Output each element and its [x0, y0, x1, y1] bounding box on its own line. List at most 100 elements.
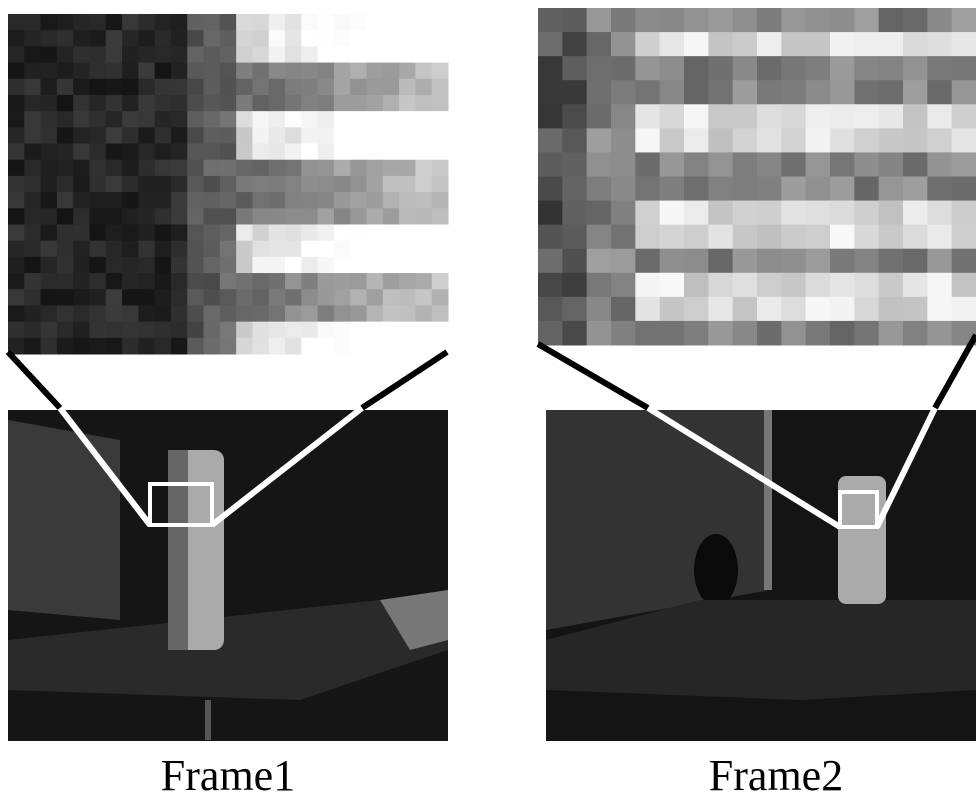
pixel	[538, 104, 563, 129]
pixel	[285, 127, 302, 144]
pixel	[171, 289, 188, 306]
pixel	[781, 249, 806, 274]
pixel	[367, 338, 384, 355]
pixel	[367, 224, 384, 241]
pixel	[252, 338, 269, 355]
pixel	[89, 224, 106, 241]
pixel	[854, 8, 879, 33]
pixel	[269, 224, 286, 241]
pixel	[122, 224, 139, 241]
pixel	[635, 177, 660, 202]
pixel	[106, 144, 123, 161]
pixel	[587, 225, 612, 250]
pixel	[57, 144, 74, 161]
pixel	[399, 111, 416, 128]
pixel	[399, 176, 416, 193]
pixel	[367, 160, 384, 177]
pixel	[830, 104, 855, 129]
pixel	[903, 249, 928, 274]
pixel	[879, 8, 904, 33]
pixel	[318, 322, 335, 339]
pixel	[106, 176, 123, 193]
pixel	[24, 46, 41, 63]
zoom-image-2	[538, 8, 976, 346]
pixel	[204, 338, 221, 355]
pixel	[367, 79, 384, 96]
pixel	[367, 176, 384, 193]
pixel	[171, 176, 188, 193]
pixel	[89, 46, 106, 63]
pixel	[587, 80, 612, 105]
pixel	[285, 322, 302, 339]
pixel	[733, 56, 758, 81]
pixel	[57, 176, 74, 193]
pixel	[432, 273, 449, 290]
pixel	[733, 32, 758, 57]
pixel	[415, 95, 432, 112]
pixel	[89, 338, 106, 355]
pixel	[138, 160, 155, 177]
pixel	[903, 201, 928, 226]
pixel	[204, 305, 221, 322]
pixel	[236, 257, 253, 274]
pixel	[57, 192, 74, 209]
pixel	[830, 321, 855, 346]
pixel	[854, 321, 879, 346]
pixel	[138, 30, 155, 47]
pixel	[57, 338, 74, 355]
pixel	[73, 30, 90, 47]
pixel	[830, 225, 855, 250]
pixel	[318, 208, 335, 225]
pixel	[879, 80, 904, 105]
pixel	[708, 32, 733, 57]
pixel	[334, 305, 351, 322]
pixel	[611, 8, 636, 33]
pixel	[73, 111, 90, 128]
pixel	[285, 144, 302, 161]
pixel	[350, 144, 367, 161]
pixel	[155, 79, 172, 96]
pixel	[383, 79, 400, 96]
pixel	[24, 160, 41, 177]
pixel	[538, 249, 563, 274]
pixel	[399, 127, 416, 144]
pixel	[806, 177, 831, 202]
pixel	[903, 32, 928, 57]
pixel	[611, 273, 636, 298]
pixel	[587, 8, 612, 33]
pixel	[587, 104, 612, 129]
pixel	[138, 338, 155, 355]
pixel	[106, 63, 123, 80]
pixel	[220, 79, 237, 96]
pixel	[155, 305, 172, 322]
pixel	[334, 176, 351, 193]
pixel	[432, 241, 449, 258]
pixel	[236, 224, 253, 241]
pixel	[733, 273, 758, 298]
pixel	[733, 177, 758, 202]
pixel	[367, 305, 384, 322]
pixel	[285, 30, 302, 47]
pixel	[611, 297, 636, 322]
pixel	[611, 32, 636, 57]
pixel	[538, 8, 563, 33]
pixel	[538, 152, 563, 177]
pixel	[806, 32, 831, 57]
pixel	[285, 14, 302, 31]
pixel	[204, 257, 221, 274]
pixel	[269, 127, 286, 144]
pixel	[854, 56, 879, 81]
pixel	[757, 8, 782, 33]
pixel	[399, 241, 416, 258]
pixel	[854, 249, 879, 274]
pixel	[57, 95, 74, 112]
pixel	[684, 249, 709, 274]
pixel	[236, 63, 253, 80]
pixel	[350, 273, 367, 290]
pixel	[138, 289, 155, 306]
pixel	[708, 297, 733, 322]
pixel	[301, 79, 318, 96]
pixel	[383, 322, 400, 339]
pixel	[684, 273, 709, 298]
pixel	[611, 177, 636, 202]
